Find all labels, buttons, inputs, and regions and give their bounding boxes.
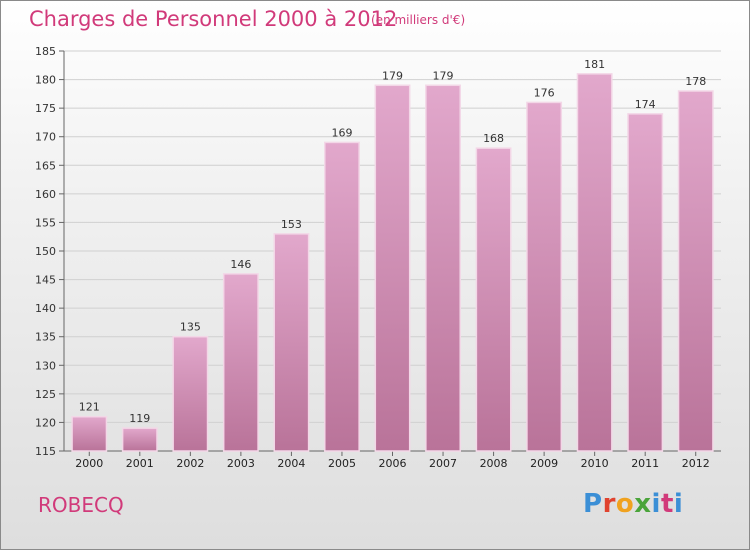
bar-2002: [172, 335, 209, 452]
y-tick-label: 160: [35, 188, 56, 201]
y-tick-label: 135: [35, 331, 56, 344]
label-layer: 121 119 135 146 153 169 179 179 168 176 181 174 178: [79, 58, 706, 425]
logo-letter: i: [673, 489, 684, 519]
bar-2007: [425, 84, 461, 452]
logo-letter: x: [634, 489, 652, 519]
x-tick-label-2009: 2009: [530, 457, 558, 470]
x-tick-label-2007: 2007: [429, 457, 457, 470]
y-tick-label: 145: [35, 274, 56, 287]
logo-letter: t: [660, 489, 674, 519]
data-label-2002: 135: [180, 321, 201, 334]
chart-subtitle: (en milliers d'€): [371, 13, 466, 27]
data-label-2000: 121: [79, 401, 100, 414]
y-tick-label: 165: [35, 159, 56, 172]
x-tick-label-2012: 2012: [682, 457, 710, 470]
x-tick-label-2010: 2010: [581, 457, 609, 470]
data-label-2009: 176: [534, 86, 555, 99]
bar-2009: [526, 101, 563, 452]
data-label-2007: 179: [433, 69, 454, 82]
y-tick-label: 175: [35, 102, 56, 115]
bar-2012: [677, 90, 714, 452]
data-label-2004: 153: [281, 218, 302, 231]
x-tick-label-2006: 2006: [379, 457, 407, 470]
bar-2006: [374, 84, 411, 452]
x-tick-label-2000: 2000: [75, 457, 103, 470]
y-tick-label: 185: [35, 45, 56, 58]
y-tick-label: 125: [35, 388, 56, 401]
proxiti-logo[interactable]: Proxiti: [583, 489, 683, 519]
y-tick-label: 130: [35, 359, 56, 372]
bar-layer: [71, 73, 714, 452]
data-label-2003: 146: [230, 258, 251, 271]
x-tick-label-2003: 2003: [227, 457, 255, 470]
logo-letter: P: [583, 489, 603, 519]
x-tick-label-2001: 2001: [126, 457, 154, 470]
x-tick-label-2008: 2008: [480, 457, 508, 470]
data-label-2008: 168: [483, 132, 504, 145]
y-tick-label: 140: [35, 302, 56, 315]
y-tick-label: 180: [35, 74, 56, 87]
data-label-2005: 169: [331, 126, 352, 139]
bar-2003: [222, 273, 259, 452]
bar-2005: [324, 141, 360, 452]
city-name: ROBECQ: [38, 493, 124, 517]
data-label-2010: 181: [584, 58, 605, 71]
data-label-2012: 178: [685, 75, 706, 88]
x-tick-label-2002: 2002: [176, 457, 204, 470]
data-label-2006: 179: [382, 69, 403, 82]
x-tick-label-2004: 2004: [277, 457, 305, 470]
y-tick-label: 170: [35, 131, 56, 144]
y-tick-label: 155: [35, 216, 56, 229]
x-tick-label-2011: 2011: [631, 457, 659, 470]
data-label-2001: 119: [129, 412, 150, 425]
bar-2010: [576, 73, 613, 452]
y-tick-label: 115: [35, 445, 56, 458]
bar-2000: [71, 415, 108, 452]
data-label-2011: 174: [635, 98, 656, 111]
logo-letter: o: [615, 489, 635, 519]
chart-title: Charges de Personnel 2000 à 2012: [29, 7, 398, 31]
y-tick-label: 120: [35, 416, 56, 429]
logo-letter: r: [602, 489, 616, 519]
y-tick-label: 150: [35, 245, 56, 258]
bar-2004: [273, 233, 310, 452]
bar-2008: [475, 147, 512, 452]
x-tick-label-2005: 2005: [328, 457, 356, 470]
bar-2011: [627, 113, 664, 452]
logo-letter: i: [651, 489, 661, 519]
bar-2001: [121, 427, 158, 452]
